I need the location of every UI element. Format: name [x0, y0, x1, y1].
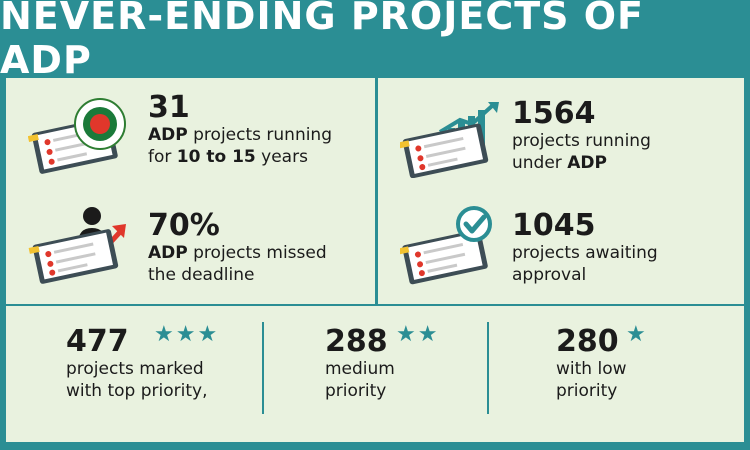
stat-label: ADP — [567, 153, 607, 173]
stat-label: projects running — [187, 125, 333, 145]
clipboard-seal-icon — [28, 98, 126, 174]
priority-label: projects marked — [66, 359, 204, 379]
person-arrow-icon — [28, 207, 126, 284]
stat-label: the deadline — [148, 265, 255, 285]
stat-label: approval — [512, 265, 587, 285]
bottom-panel — [6, 306, 744, 442]
stat-block: 31 ADP projects running for 10 to 15 yea… — [148, 92, 332, 168]
divider — [262, 322, 264, 414]
stat-value: 70% — [148, 208, 220, 243]
priority-label: with top priority, — [66, 381, 208, 401]
stat-label: years — [255, 147, 308, 167]
stat-label: projects running — [512, 131, 651, 151]
stat-label: projects awaiting — [512, 243, 658, 263]
checkmark-icon — [400, 206, 492, 285]
stat-value: 1564 — [512, 96, 596, 131]
priority-block: 288 medium priority — [325, 326, 395, 402]
priority-label: priority — [556, 381, 618, 401]
priority-value: 288 — [325, 324, 388, 359]
priority-label: with low — [556, 359, 627, 379]
priority-value: 280 — [556, 324, 619, 359]
stat-label: for — [148, 147, 177, 167]
page-title: NEVER-ENDING PROJECTS OF ADP — [0, 0, 645, 82]
divider — [375, 78, 378, 304]
divider — [487, 322, 489, 414]
priority-label: medium — [325, 359, 395, 379]
stat-label: 10 to 15 — [176, 147, 256, 167]
stat-value: 1045 — [512, 208, 596, 243]
priority-label: priority — [325, 381, 387, 401]
stat-label: under — [512, 153, 568, 173]
stat-value: 31 — [148, 90, 190, 125]
priority-block: 477 projects marked with top priority, — [66, 326, 207, 402]
stat-label: ADP — [148, 125, 188, 145]
stat-block: 70% ADP projects missed the deadline — [148, 210, 327, 286]
priority-value: 477 — [66, 324, 129, 359]
star-icon: ★★★ — [154, 322, 220, 347]
stat-block: 1045 projects awaiting approval — [512, 210, 658, 286]
priority-block: 280 with low priority — [556, 326, 627, 402]
star-icon: ★ — [626, 322, 648, 347]
stat-label: projects missed — [187, 243, 327, 263]
growth-chart-icon — [400, 102, 499, 178]
stat-block: 1564 projects running under ADP — [512, 98, 651, 174]
stat-label: ADP — [148, 243, 188, 263]
star-icon: ★★ — [396, 322, 440, 347]
